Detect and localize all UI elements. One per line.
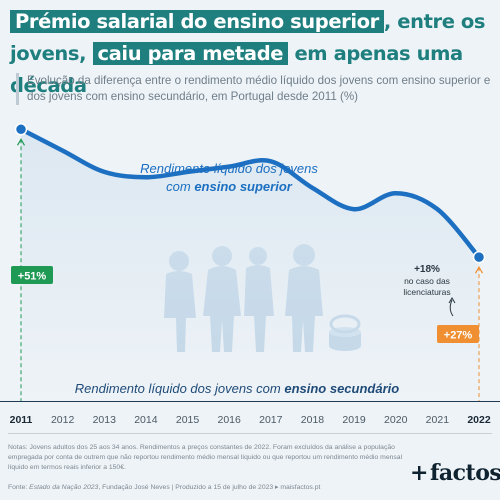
licenciaturas-pointer-head bbox=[448, 297, 456, 304]
logo-plus: + bbox=[410, 460, 428, 486]
source-title: Estado da Nação 2023 bbox=[29, 484, 99, 491]
source-label: Fonte: bbox=[8, 484, 30, 491]
baseline-label: Rendimento líquido dos jovens com ensino… bbox=[75, 381, 399, 396]
baseline-label-emphasis: ensino secundário bbox=[284, 381, 399, 396]
chart-title: Prémio salarial do ensino superior, entr… bbox=[10, 6, 494, 102]
x-tick-2015: 2015 bbox=[176, 414, 200, 426]
start-value-label: +51% bbox=[18, 271, 47, 283]
source-line: Fonte: Estado da Nação 2023, Fundação Jo… bbox=[8, 483, 408, 493]
x-tick-2017: 2017 bbox=[259, 414, 283, 426]
title-text-2: em apenas uma década bbox=[10, 42, 463, 97]
start-value-badge: +51% bbox=[11, 266, 53, 284]
licenciaturas-pointer bbox=[449, 299, 454, 317]
series-line-ensino-superior bbox=[18, 127, 482, 260]
data-point-2011 bbox=[14, 123, 28, 136]
title-text-1: , entre os jovens, bbox=[10, 10, 486, 65]
series-label-line2: com ensino superior bbox=[166, 179, 293, 194]
area-under-line bbox=[21, 129, 479, 402]
x-tick-2022: 2022 bbox=[467, 414, 491, 426]
series-label-with: com bbox=[166, 179, 194, 194]
chart-subtitle: Evolução da diferença entre o rendimento… bbox=[16, 73, 500, 105]
x-axis-tick-labels: 2011 2012 2013 2014 2015 2016 2017 2018 2019 2020… bbox=[10, 414, 491, 426]
x-tick-2013: 2013 bbox=[93, 414, 117, 426]
start-arrow-head bbox=[16, 138, 26, 146]
x-tick-2018: 2018 bbox=[301, 414, 325, 426]
baseline-label-text: Rendimento líquido dos jovens com bbox=[75, 381, 285, 396]
end-value-badge: +27% bbox=[437, 325, 479, 343]
x-tick-2016: 2016 bbox=[218, 414, 242, 426]
source-rest: , Fundação José Neves | Produzido a 15 d… bbox=[98, 484, 321, 491]
licenciaturas-text-1: no caso das bbox=[404, 276, 450, 286]
x-tick-2020: 2020 bbox=[384, 414, 408, 426]
series-label-line1: Rendimento líquido dos jovens bbox=[140, 161, 318, 176]
end-arrow-head bbox=[474, 265, 484, 274]
logo-text: factos bbox=[429, 460, 500, 486]
data-point-2022 bbox=[472, 250, 486, 264]
series-points bbox=[14, 123, 486, 264]
licenciaturas-annotation: +18% no caso das licenciaturas bbox=[403, 264, 456, 317]
x-tick-2012: 2012 bbox=[51, 414, 75, 426]
series-label-emphasis: ensino superior bbox=[194, 179, 292, 194]
footnote: Notas: Jovens adultos dos 25 aos 34 anos… bbox=[8, 444, 403, 471]
x-tick-2014: 2014 bbox=[134, 414, 158, 426]
title-highlight-1: Prémio salarial do ensino superior bbox=[10, 10, 384, 33]
x-tick-2019: 2019 bbox=[342, 414, 366, 426]
end-value-label: +27% bbox=[444, 330, 473, 342]
x-tick-2021: 2021 bbox=[426, 414, 450, 426]
brand-logo: +factos bbox=[410, 460, 500, 486]
licenciaturas-text-2: licenciaturas bbox=[403, 287, 450, 297]
title-highlight-2: caiu para metade bbox=[92, 42, 289, 65]
x-tick-2011: 2011 bbox=[10, 414, 33, 426]
licenciaturas-value: +18% bbox=[414, 264, 440, 275]
